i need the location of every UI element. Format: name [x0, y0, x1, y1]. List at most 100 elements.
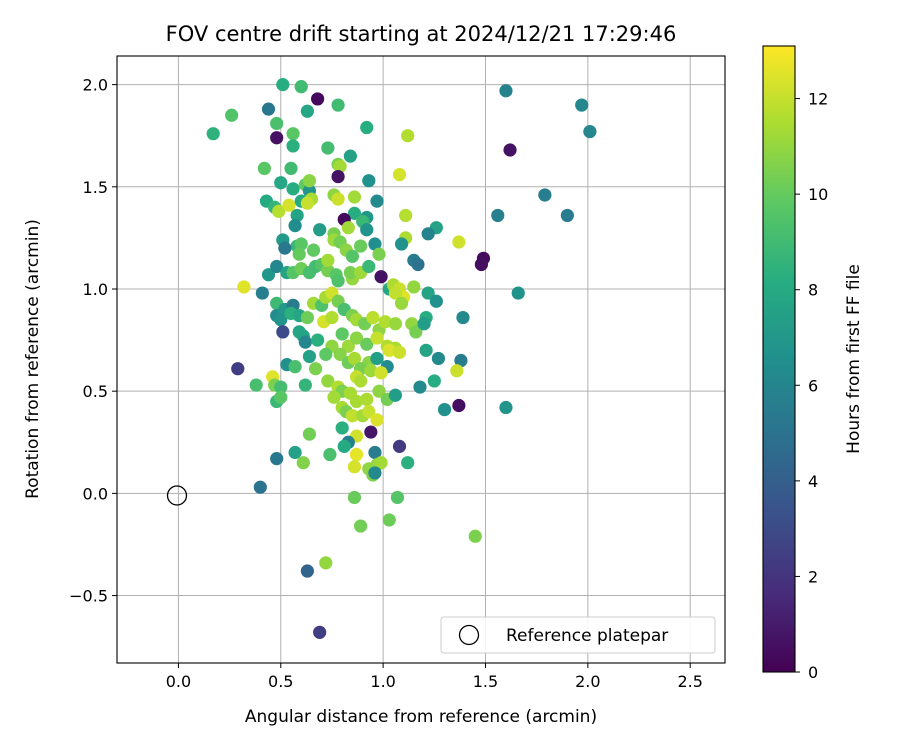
data-point: [538, 188, 552, 202]
colorbar-tick-label: 4: [808, 472, 818, 491]
y-axis-label: Rotation from reference (arcmin): [23, 219, 43, 499]
data-point: [456, 311, 470, 325]
data-point: [319, 347, 333, 361]
data-point: [321, 374, 335, 388]
data-point: [370, 194, 384, 208]
x-axis-label: Angular distance from reference (arcmin): [245, 707, 597, 727]
data-point: [575, 98, 589, 112]
y-tick-label: 0.5: [83, 382, 108, 401]
data-point: [325, 311, 339, 325]
data-point: [362, 259, 376, 274]
data-point: [302, 427, 317, 441]
data-point: [331, 274, 345, 288]
data-point: [296, 456, 310, 470]
x-tick-label: 1.5: [473, 672, 498, 691]
reference-platepar-marker: [166, 485, 188, 506]
data-point: [278, 241, 292, 255]
data-point: [347, 460, 362, 474]
data-point: [503, 143, 517, 157]
data-point: [261, 102, 276, 116]
data-point: [270, 259, 284, 274]
data-point: [372, 247, 386, 261]
y-tick-label: 2.0: [83, 76, 108, 95]
data-point: [349, 394, 364, 408]
data-point: [302, 174, 317, 188]
data-point: [319, 556, 333, 570]
data-point: [294, 80, 308, 94]
data-point: [360, 392, 374, 406]
data-point: [270, 131, 284, 145]
legend-box: [440, 616, 716, 654]
data-point: [343, 149, 357, 163]
data-point: [255, 286, 269, 300]
data-point: [392, 167, 407, 182]
data-point: [286, 127, 300, 141]
data-point: [347, 351, 362, 366]
data-point: [331, 98, 345, 112]
data-point: [378, 315, 392, 329]
data-point: [360, 120, 374, 135]
data-point: [284, 161, 298, 176]
data-point: [290, 208, 304, 223]
data-point: [354, 374, 368, 388]
data-point: [294, 237, 308, 251]
data-point: [401, 456, 415, 470]
data-point: [261, 268, 276, 282]
data-point: [345, 409, 360, 423]
data-point: [288, 219, 302, 233]
data-point: [372, 384, 386, 398]
data-point: [491, 208, 505, 223]
data-point: [347, 206, 362, 220]
colorbar-label: Hours from first FF file: [844, 264, 864, 454]
data-point: [366, 311, 380, 325]
colorbar-tick-label: 12: [808, 90, 828, 109]
data-point: [364, 425, 378, 439]
data-point: [345, 249, 360, 263]
data-point: [419, 343, 433, 357]
data-point: [390, 490, 405, 505]
colorbar-ticks: 0 2 4 6 8 10 12: [795, 90, 828, 682]
legend: Reference platepar: [440, 616, 716, 654]
data-point: [374, 366, 388, 380]
legend-marker: [458, 624, 480, 646]
data-point: [302, 349, 317, 364]
data-point: [274, 313, 288, 327]
data-point: [421, 286, 435, 300]
data-point: [300, 196, 314, 210]
data-point: [499, 400, 513, 415]
legend-label: Reference platepar: [506, 626, 668, 646]
data-point: [323, 447, 337, 462]
x-tick-label: 2.5: [677, 672, 702, 691]
data-point: [474, 257, 488, 272]
data-point: [388, 317, 403, 331]
data-point: [452, 398, 466, 413]
y-tick-label: 1.5: [83, 178, 108, 197]
x-tick-label: 0.0: [166, 672, 191, 691]
colorbar-frame: [762, 45, 796, 673]
data-point: [341, 221, 355, 235]
data-point: [253, 480, 267, 494]
data-point: [276, 78, 290, 92]
data-point: [560, 208, 574, 223]
data-point: [421, 227, 435, 241]
data-point: [368, 466, 382, 480]
data-point: [347, 190, 362, 204]
data-point: [272, 204, 286, 218]
data-point: [368, 445, 382, 460]
data-point: [370, 351, 384, 366]
data-point: [349, 331, 364, 345]
data-point: [374, 456, 388, 470]
data-point: [331, 169, 345, 184]
data-point: [401, 129, 415, 143]
data-point: [454, 353, 468, 368]
data-point: [337, 439, 351, 453]
data-point: [429, 294, 443, 308]
y-tick-label: −0.5: [69, 587, 108, 606]
data-point: [382, 513, 396, 527]
data-point: [437, 402, 452, 417]
colorbar-tick-label: 8: [808, 281, 818, 300]
colorbar-tick-label: 0: [808, 663, 818, 682]
data-point: [300, 311, 314, 325]
data-point: [362, 405, 376, 419]
data-point: [409, 325, 423, 339]
